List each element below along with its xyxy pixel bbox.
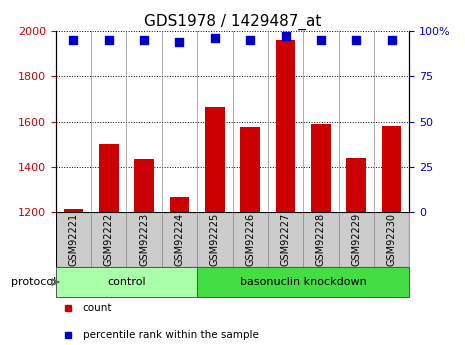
Text: GSM92228: GSM92228 (316, 213, 326, 266)
Point (140, 37, 148, 43)
Bar (126, 212, 162, 267)
Text: control: control (107, 277, 146, 287)
Bar (232, 212, 268, 267)
Text: GSM92230: GSM92230 (386, 213, 397, 266)
Bar (374, 212, 409, 267)
Bar (162, 212, 197, 267)
Bar (197, 267, 409, 297)
Bar (56, 267, 197, 297)
Bar (170, 197, 189, 212)
Bar (303, 212, 339, 267)
Bar (134, 159, 154, 212)
Text: GSM92223: GSM92223 (139, 213, 149, 266)
Text: GSM92224: GSM92224 (174, 213, 185, 266)
Text: GSM92222: GSM92222 (104, 213, 114, 266)
Point (176, 39, 183, 45)
Text: GSM92225: GSM92225 (210, 213, 220, 266)
Point (388, 37, 395, 43)
Bar (64, 209, 83, 212)
Bar (240, 127, 260, 212)
Text: count: count (83, 303, 112, 313)
Bar (268, 212, 303, 267)
Bar (91, 212, 126, 267)
Point (211, 36, 219, 41)
Point (70, 37, 77, 43)
Text: GSM92221: GSM92221 (68, 213, 79, 266)
Bar (382, 126, 401, 212)
Point (105, 37, 113, 43)
Bar (205, 107, 225, 212)
Bar (197, 212, 232, 267)
Text: GSM92226: GSM92226 (245, 213, 255, 266)
Point (317, 37, 325, 43)
Point (352, 37, 360, 43)
Bar (56, 212, 91, 267)
Text: percentile rank within the sample: percentile rank within the sample (83, 330, 259, 340)
Text: basonuclin knockdown: basonuclin knockdown (240, 277, 366, 287)
Point (246, 37, 254, 43)
Text: GSM92229: GSM92229 (351, 213, 361, 266)
Text: protocol: protocol (11, 277, 56, 287)
Title: GDS1978 / 1429487_at: GDS1978 / 1429487_at (144, 13, 321, 30)
Bar (346, 158, 366, 212)
Bar (276, 40, 295, 212)
Bar (99, 144, 119, 212)
Point (282, 34, 289, 39)
Bar (339, 212, 374, 267)
Bar (311, 124, 331, 212)
Text: GSM92227: GSM92227 (280, 213, 291, 266)
